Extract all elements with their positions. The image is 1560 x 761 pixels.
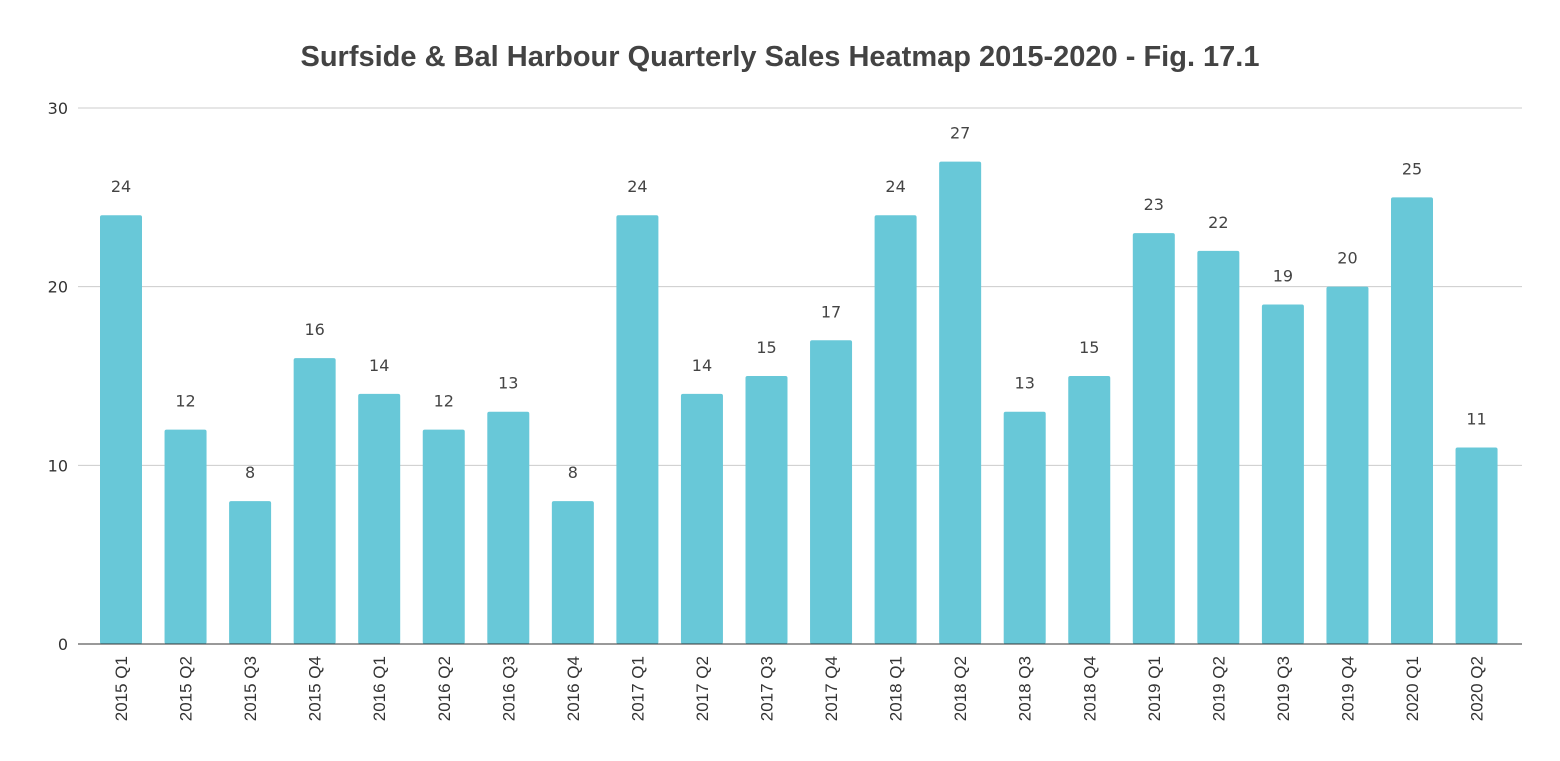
data-label: 12: [175, 392, 195, 411]
x-tick-label: 2017 Q3: [758, 656, 777, 721]
x-tick-label: 2018 Q2: [951, 656, 970, 721]
bar: [1326, 286, 1369, 644]
x-tick-label: 2016 Q1: [370, 656, 389, 721]
data-label: 24: [111, 177, 131, 196]
data-label: 16: [304, 320, 324, 339]
bar: [1455, 447, 1498, 644]
data-label: 22: [1208, 213, 1228, 232]
data-label: 15: [756, 338, 776, 357]
y-tick-label: 10: [48, 456, 68, 475]
x-tick-label: 2020 Q1: [1403, 656, 1422, 721]
x-tick-label: 2019 Q1: [1145, 656, 1164, 721]
bar: [358, 393, 401, 644]
bar: [1003, 411, 1046, 644]
x-tick-label: 2015 Q1: [112, 656, 131, 721]
y-tick-label: 0: [58, 635, 68, 654]
bar: [293, 358, 336, 644]
data-labels: 24 12 8 16 14 12 13 8 24 14 15 17 24 27 13 15 23 22 19 20 25…: [111, 124, 1487, 482]
bar: [1132, 233, 1175, 645]
bar: [1391, 197, 1433, 645]
x-tick-label: 2019 Q3: [1274, 656, 1293, 721]
data-label: 12: [434, 392, 454, 411]
data-label: 25: [1402, 159, 1422, 178]
x-tick-label: 2020 Q2: [1468, 656, 1487, 721]
data-label: 13: [498, 374, 518, 393]
x-axis-ticks: 2015 Q1 2015 Q2 2015 Q3 2015 Q4 2016 Q1 2016 …: [112, 656, 1487, 721]
x-tick-label: 2016 Q3: [499, 656, 518, 721]
bar: [551, 501, 594, 644]
bar: [164, 429, 207, 644]
data-label: 8: [568, 463, 578, 482]
x-tick-label: 2019 Q2: [1209, 656, 1228, 721]
x-tick-label: 2017 Q2: [693, 656, 712, 721]
data-label: 14: [369, 356, 389, 375]
data-label: 11: [1466, 409, 1486, 428]
bar: [487, 411, 530, 644]
data-label: 15: [1079, 338, 1099, 357]
x-tick-label: 2017 Q4: [822, 656, 841, 721]
x-tick-label: 2015 Q2: [177, 656, 196, 721]
x-tick-label: 2016 Q2: [435, 656, 454, 721]
data-label: 27: [950, 124, 970, 143]
bar: [422, 429, 465, 644]
bar: [1261, 304, 1304, 644]
bar: [810, 340, 853, 644]
data-label: 8: [245, 463, 255, 482]
x-tick-label: 2018 Q3: [1016, 656, 1035, 721]
x-tick-label: 2018 Q4: [1080, 656, 1099, 721]
bar: [229, 501, 272, 644]
bar: [1068, 376, 1111, 644]
y-tick-label: 20: [48, 278, 68, 297]
data-label: 13: [1015, 374, 1035, 393]
data-label: 20: [1337, 249, 1357, 268]
data-label: 23: [1144, 195, 1164, 214]
data-label: 24: [627, 177, 647, 196]
bar: [616, 215, 659, 644]
x-tick-label: 2016 Q4: [564, 656, 583, 721]
x-tick-label: 2015 Q3: [241, 656, 260, 721]
bar: [939, 161, 982, 644]
bar: [100, 215, 142, 644]
bar: [680, 393, 723, 644]
data-label: 19: [1273, 267, 1293, 286]
bar: [874, 215, 917, 644]
data-label: 14: [692, 356, 712, 375]
x-tick-label: 2019 Q4: [1338, 656, 1357, 721]
bars: [100, 161, 1498, 645]
x-tick-label: 2017 Q1: [628, 656, 647, 721]
bar: [745, 376, 788, 644]
y-tick-label: 30: [48, 99, 68, 118]
x-tick-label: 2018 Q1: [887, 656, 906, 721]
x-tick-label: 2015 Q4: [306, 656, 325, 721]
data-label: 24: [885, 177, 905, 196]
data-label: 17: [821, 302, 841, 321]
chart-title: Surfside & Bal Harbour Quarterly Sales H…: [301, 41, 1260, 73]
bar: [1197, 250, 1240, 644]
y-axis-ticks: 0 10 20 30: [48, 99, 68, 654]
